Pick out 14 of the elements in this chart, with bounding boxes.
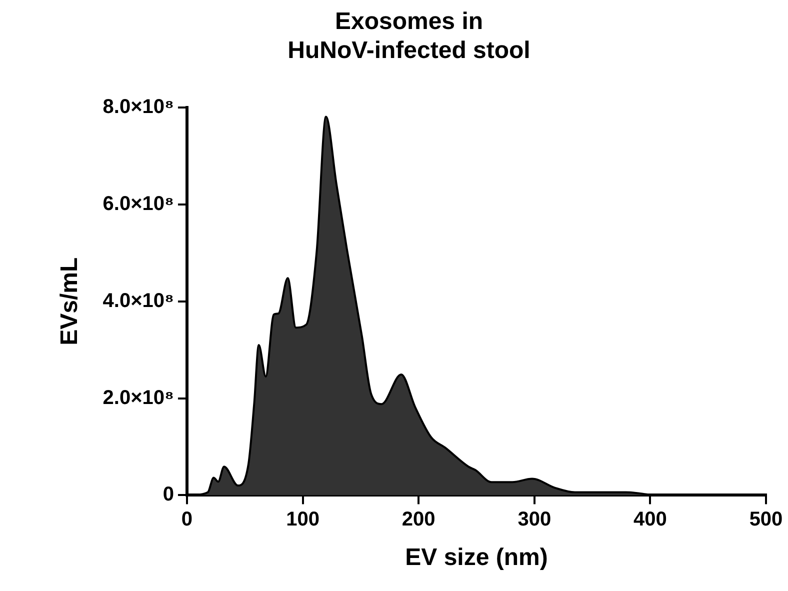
- x-axis-title: EV size (nm): [405, 544, 548, 572]
- y-tick-label: 2.0×10⁸: [102, 386, 174, 409]
- chart-title: Exosomes in HuNoV-infected stool: [288, 8, 530, 64]
- x-tick-label: 100: [286, 508, 320, 531]
- x-tick-label: 0: [181, 508, 193, 531]
- x-tick-label: 500: [749, 508, 783, 531]
- y-axis-title: EVs/mL: [56, 257, 84, 346]
- x-tick-label: 400: [634, 508, 667, 531]
- x-tick-label: 300: [518, 508, 552, 531]
- y-tick-label: 8.0×10⁸: [102, 96, 174, 118]
- y-tick-label: 4.0×10⁸: [102, 290, 174, 312]
- y-tick-label: 0: [162, 484, 174, 506]
- x-tick-label: 200: [402, 508, 436, 531]
- y-tick-label: 6.0×10⁸: [102, 193, 174, 216]
